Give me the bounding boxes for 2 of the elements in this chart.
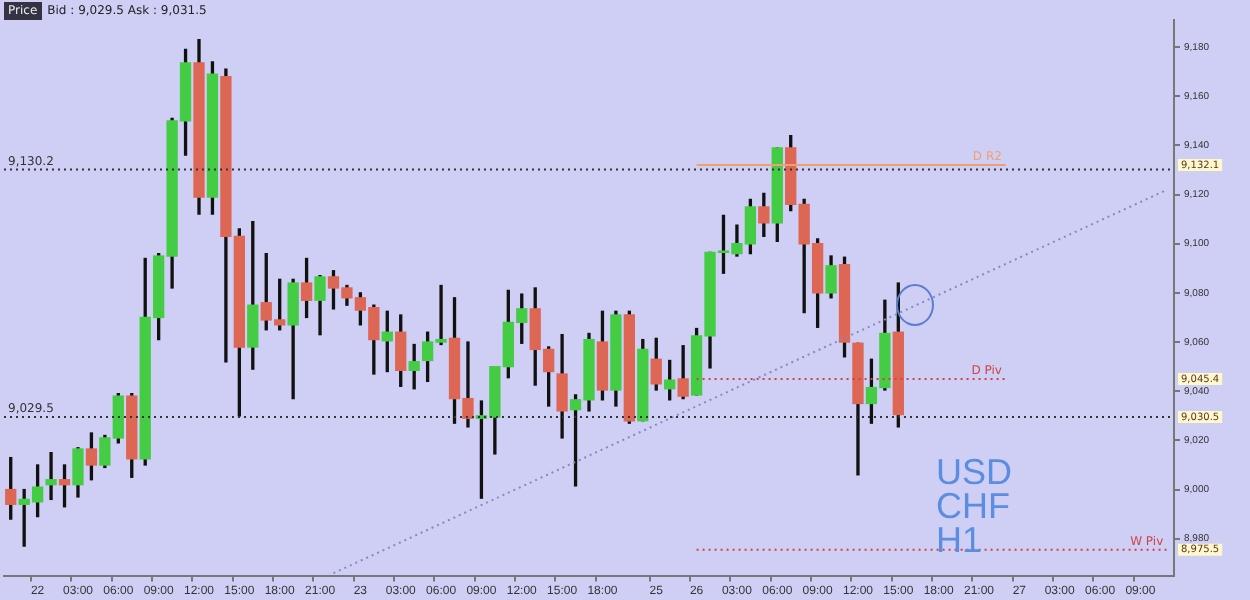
candlestick xyxy=(45,452,57,501)
annotation: USD CHF H1 xyxy=(936,452,1015,560)
